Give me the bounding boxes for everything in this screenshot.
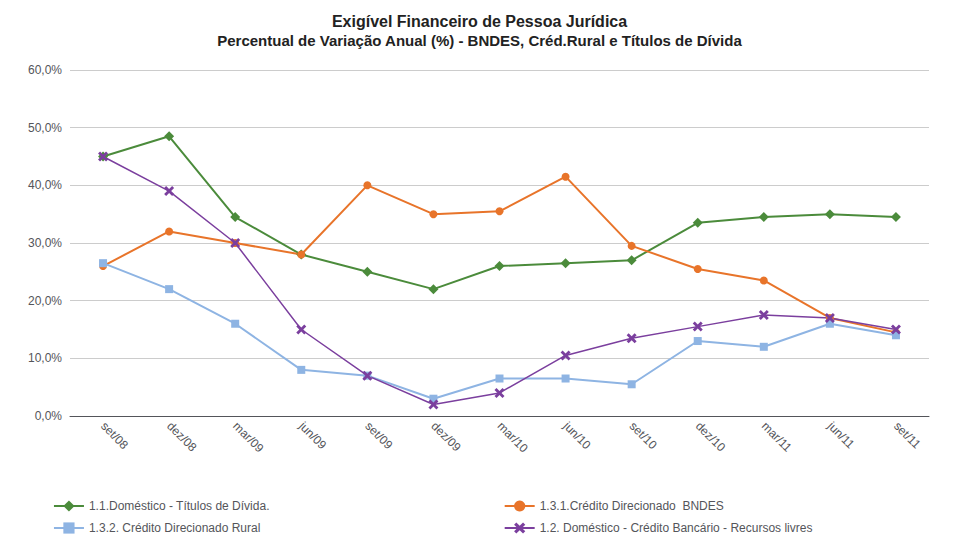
svg-text:Percentual de Variação Anual (: Percentual de Variação Anual (%) - BNDES… [217,32,742,49]
svg-text:Exigível Financeiro de Pessoa: Exigível Financeiro de Pessoa Jurídica [332,13,627,30]
svg-text:mar/11: mar/11 [759,419,795,455]
svg-text:60,0%: 60,0% [28,63,62,77]
svg-text:1.3.2. Crédito Direcionado Rur: 1.3.2. Crédito Direcionado Rural [89,521,260,535]
svg-text:1.3.1.Crédito Direcionado BND: 1.3.1.Crédito Direcionado BNDES [540,499,724,513]
svg-text:dez/09: dez/09 [428,419,464,455]
svg-text:1.1.Doméstico - Títulos de Dív: 1.1.Doméstico - Títulos de Dívida. [89,499,270,513]
svg-text:40,0%: 40,0% [28,178,62,192]
svg-text:set/09: set/09 [362,419,395,452]
svg-text:set/10: set/10 [627,419,660,452]
svg-text:mar/10: mar/10 [495,419,532,456]
svg-text:10,0%: 10,0% [28,351,62,365]
svg-text:jun/11: jun/11 [824,418,857,451]
svg-text:jun/09: jun/09 [296,418,330,452]
svg-text:1.2. Doméstico - Crédito Bancá: 1.2. Doméstico - Crédito Bancário - Recu… [540,521,813,535]
svg-text:mar/09: mar/09 [230,419,267,456]
svg-text:30,0%: 30,0% [28,236,62,250]
svg-text:dez/10: dez/10 [693,419,729,455]
svg-text:0,0%: 0,0% [35,409,63,423]
svg-text:50,0%: 50,0% [28,121,62,135]
svg-text:20,0%: 20,0% [28,294,62,308]
svg-text:jun/10: jun/10 [560,418,594,452]
svg-text:set/11: set/11 [891,419,924,452]
svg-text:set/08: set/08 [98,419,131,452]
svg-text:dez/08: dez/08 [164,419,200,455]
